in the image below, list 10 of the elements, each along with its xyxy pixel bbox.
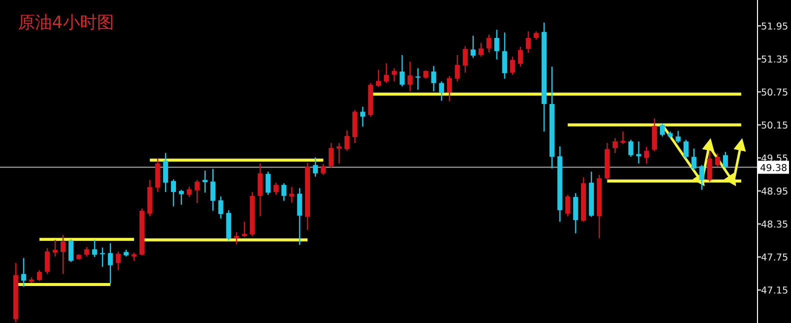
ref-label: 49.38 (760, 162, 788, 174)
ytick: 51.95 (761, 21, 788, 32)
ytick: 47.15 (761, 285, 788, 296)
ytick: 47.75 (761, 252, 788, 264)
ytick: 50.75 (761, 87, 788, 98)
title: 原油4小时图 (18, 13, 114, 33)
ytick: 50.15 (761, 120, 788, 132)
ytick: 48.35 (761, 219, 788, 230)
ytick: 48.95 (761, 186, 788, 198)
ytick: 51.35 (761, 54, 788, 66)
